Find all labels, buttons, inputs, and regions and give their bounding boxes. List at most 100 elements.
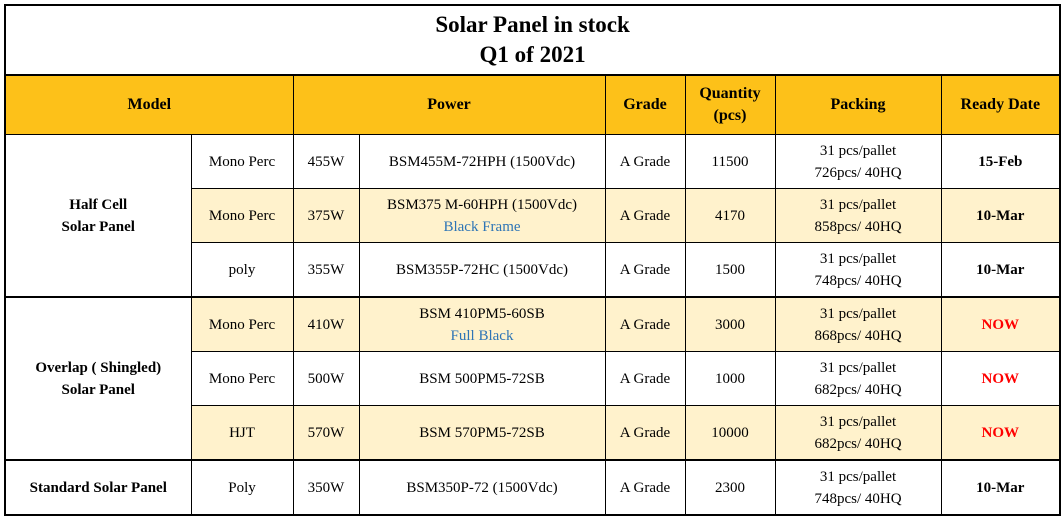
packing-per-pallet: 31 pcs/pallet [819, 142, 897, 159]
stock-table: Solar Panel in stock Q1 of 2021 Model Po… [4, 4, 1062, 516]
cell-ready-date: NOW [940, 296, 1061, 352]
title-row: Solar Panel in stock Q1 of 2021 [4, 4, 1061, 76]
group-name-line-1: Standard Solar Panel [29, 479, 167, 496]
cell-wattage: 350W [292, 459, 360, 516]
group-name-line-2: Solar Panel [61, 381, 135, 398]
packing-per-pallet: 31 pcs/pallet [819, 196, 897, 213]
cell-grade: A Grade [604, 296, 686, 352]
group-name-line-1: Overlap ( Shingled) [35, 359, 162, 376]
cell-wattage: 355W [292, 242, 360, 298]
cell-cell-type: Poly [190, 459, 294, 516]
cell-quantity: 10000 [684, 405, 776, 461]
cell-model-number: BSM 500PM5-72SB [358, 351, 606, 406]
header-quantity-line-2: (pcs) [713, 107, 747, 124]
cell-quantity: 3000 [684, 296, 776, 352]
packing-per-container: 682pcs/ 40HQ [814, 435, 902, 452]
cell-ready-date: 10-Mar [940, 188, 1061, 243]
model-note: Full Black [450, 327, 514, 344]
packing-per-container: 682pcs/ 40HQ [814, 381, 902, 398]
packing-per-container: 748pcs/ 40HQ [814, 272, 902, 289]
table-row: HJT 570W BSM 570PM5-72SB A Grade 10000 31 pcs… [5, 405, 1061, 461]
packing-per-container: 868pcs/ 40HQ [814, 327, 902, 344]
cell-cell-type: poly [190, 242, 294, 298]
header-power: Power [292, 74, 606, 135]
cell-grade: A Grade [604, 459, 686, 516]
cell-grade: A Grade [604, 351, 686, 406]
packing-per-container: 858pcs/ 40HQ [814, 218, 902, 235]
cell-cell-type: Mono Perc [190, 188, 294, 243]
cell-wattage: 500W [292, 351, 360, 406]
cell-grade: A Grade [604, 242, 686, 298]
model-number: BSM375 M-60HPH (1500Vdc) [386, 196, 577, 213]
header-quantity-line-1: Quantity [699, 85, 761, 102]
cell-cell-type: Mono Perc [190, 134, 294, 189]
header-quantity: Quantity (pcs) [684, 74, 776, 135]
cell-cell-type: HJT [190, 405, 294, 461]
header-grade: Grade [604, 74, 686, 135]
model-number: BSM 500PM5-72SB [419, 370, 545, 387]
cell-packing: 31 pcs/pallet 726pcs/ 40HQ [774, 134, 942, 189]
cell-packing: 31 pcs/pallet 748pcs/ 40HQ [774, 459, 942, 516]
cell-ready-date: 10-Mar [940, 459, 1061, 516]
table-title: Solar Panel in stock Q1 of 2021 [4, 4, 1061, 76]
cell-cell-type: Mono Perc [190, 351, 294, 406]
cell-quantity: 1000 [684, 351, 776, 406]
cell-ready-date: NOW [940, 405, 1061, 461]
cell-ready-date: 10-Mar [940, 242, 1061, 298]
group-name: Standard Solar Panel [4, 459, 192, 516]
cell-model-number: BSM 410PM5-60SB Full Black [358, 296, 606, 352]
table-row: Half Cell Solar Panel Mono Perc 455W BSM455M… [4, 134, 1061, 298]
group-name: Overlap ( Shingled) Solar Panel [4, 296, 192, 461]
group-name-line-1: Half Cell [69, 196, 128, 213]
packing-per-pallet: 31 pcs/pallet [819, 468, 897, 485]
table-row: Standard Solar Panel Poly 350W BSM350P-72 (… [4, 459, 1061, 516]
cell-model-number: BSM455M-72HPH (1500Vdc) [358, 134, 606, 189]
cell-cell-type: Mono Perc [190, 296, 294, 352]
packing-per-pallet: 31 pcs/pallet [819, 359, 897, 376]
cell-model-number: BSM355P-72HC (1500Vdc) [358, 242, 606, 298]
cell-quantity: 2300 [684, 459, 776, 516]
packing-per-container: 748pcs/ 40HQ [814, 490, 902, 507]
model-number: BSM355P-72HC (1500Vdc) [395, 261, 569, 278]
table-row: Overlap ( Shingled) Solar Panel Mono Perc 4… [4, 296, 1061, 461]
cell-grade: A Grade [604, 134, 686, 189]
cell-packing: 31 pcs/pallet 748pcs/ 40HQ [774, 242, 942, 298]
header-ready-date: Ready Date [940, 74, 1061, 135]
cell-quantity: 1500 [684, 242, 776, 298]
packing-per-pallet: 31 pcs/pallet [819, 413, 897, 430]
cell-ready-date: 15-Feb [940, 134, 1061, 189]
table-body: Half Cell Solar Panel Mono Perc 455W BSM455M… [4, 134, 1061, 516]
cell-model-number: BSM375 M-60HPH (1500Vdc) Black Frame [358, 188, 606, 243]
cell-model-number: BSM350P-72 (1500Vdc) [358, 459, 606, 516]
cell-wattage: 375W [292, 188, 360, 243]
cell-grade: A Grade [604, 405, 686, 461]
table-row: Mono Perc 500W BSM 500PM5-72SB A Grade 1000 3… [5, 351, 1061, 406]
model-note: Black Frame [443, 218, 521, 235]
model-number: BSM350P-72 (1500Vdc) [406, 479, 558, 496]
table-row: Mono Perc 375W BSM375 M-60HPH (1500Vdc) Bla… [5, 188, 1061, 243]
model-number: BSM 410PM5-60SB [419, 305, 545, 322]
cell-quantity: 11500 [684, 134, 776, 189]
cell-packing: 31 pcs/pallet 682pcs/ 40HQ [774, 351, 942, 406]
cell-packing: 31 pcs/pallet 868pcs/ 40HQ [774, 296, 942, 352]
cell-ready-date: NOW [940, 351, 1061, 406]
cell-quantity: 4170 [684, 188, 776, 243]
group-name: Half Cell Solar Panel [4, 134, 192, 298]
cell-wattage: 455W [292, 134, 360, 189]
cell-wattage: 410W [292, 296, 360, 352]
model-number: BSM455M-72HPH (1500Vdc) [388, 153, 576, 170]
header-row: Model Power Grade Quantity (pcs) Packing… [4, 74, 1061, 135]
header-packing: Packing [774, 74, 942, 135]
packing-per-container: 726pcs/ 40HQ [814, 164, 902, 181]
cell-wattage: 570W [292, 405, 360, 461]
model-number: BSM 570PM5-72SB [419, 424, 545, 441]
cell-packing: 31 pcs/pallet 682pcs/ 40HQ [774, 405, 942, 461]
cell-grade: A Grade [604, 188, 686, 243]
title-line-2: Q1 of 2021 [479, 42, 586, 67]
cell-packing: 31 pcs/pallet 858pcs/ 40HQ [774, 188, 942, 243]
table-row: poly 355W BSM355P-72HC (1500Vdc) A Grade 150… [5, 242, 1061, 298]
header-model: Model [4, 74, 294, 135]
title-line-1: Solar Panel in stock [435, 12, 630, 37]
packing-per-pallet: 31 pcs/pallet [819, 250, 897, 267]
group-name-line-2: Solar Panel [61, 218, 135, 235]
